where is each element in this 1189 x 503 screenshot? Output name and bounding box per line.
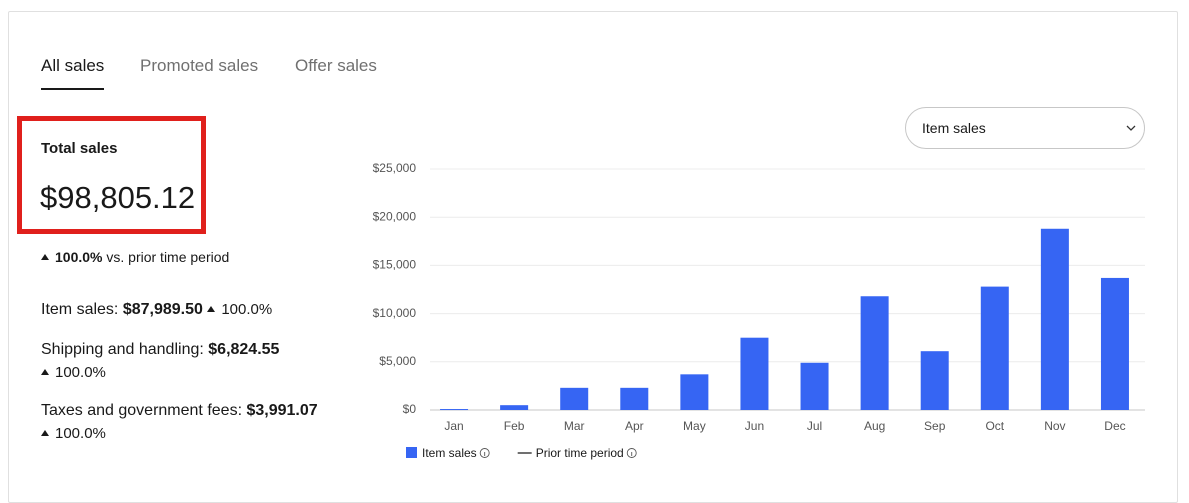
bar [980,286,1009,410]
page: All sales Promoted sales Offer sales Tot… [8,11,1178,503]
x-tick-label: Sep [924,419,946,433]
x-tick-label: May [683,419,706,433]
bar [1100,277,1129,410]
breakdown-label: Taxes and government fees: [41,402,243,419]
legend-label: Prior time period [536,446,624,460]
x-tick-label: Feb [504,419,525,433]
info-icon [479,448,490,458]
x-tick-label: Aug [864,419,885,433]
breakdown-value: $87,989.50 [122,301,203,318]
summary-title: Total sales [41,140,118,157]
breakdown-value: $6,824.55 [208,341,280,358]
bar [920,351,949,410]
y-tick-label: $10,000 [373,306,417,320]
x-tick-label: Jan [444,419,463,433]
tab[interactable]: All sales [41,56,105,75]
bar [560,387,589,410]
dropdown-label: Item sales [922,120,986,136]
change-value: 100.0% [55,249,103,265]
bar [680,374,709,410]
breakdown-row: Item sales: $87,989.50 100.0% [41,301,272,319]
x-tick-label: Jul [807,419,822,433]
x-tick-label: Mar [564,419,585,433]
breakdown-change: 100.0% [55,364,106,381]
tab[interactable]: Promoted sales [140,56,259,75]
bar [1040,228,1069,410]
y-tick-label: $15,000 [373,258,417,272]
x-tick-label: Apr [625,419,644,433]
x-tick-label: Oct [985,419,1004,433]
change-text: vs. prior time period [106,249,230,265]
breakdown-value: $3,991.07 [246,402,318,419]
x-tick-label: Jun [745,419,764,433]
bar [620,387,649,410]
chart: $0 $5,000 $10,000 $15,000 $20,000 $25,000 Jan F… [373,161,1145,460]
y-tick-label: $5,000 [379,354,416,368]
breakdown-change: 100.0% [55,425,106,442]
total-sales: $98,805.12 [40,180,196,215]
breakdown-change-row: 100.0% [41,364,106,381]
tab-underline [41,88,104,90]
y-tick-label: $25,000 [373,161,417,175]
breakdown-change: 100.0% [221,301,273,318]
legend-label: Item sales [422,446,477,460]
info-icon [626,448,637,458]
tab[interactable]: Offer sales [295,56,377,75]
bar [440,409,469,411]
bar [500,405,529,410]
chevron-icon [1126,125,1136,131]
breakdown-row: Taxes and government fees: $3,991.07 [41,402,318,420]
legend-swatch [406,447,417,458]
metric-dropdown[interactable]: Item sales [905,107,1145,149]
breakdown-label: Item sales: [41,301,119,318]
breakdown-row: Shipping and handling: $6,824.55 [41,341,279,359]
y-tick-label: $20,000 [373,209,417,223]
total-change: 100.0% vs. prior time period [41,249,229,265]
x-tick-label: Nov [1044,419,1065,433]
y-tick-label: $0 [403,402,417,416]
breakdown-change-row: 100.0% [41,425,106,442]
breakdown-label: Shipping and handling: [41,341,204,358]
bar [740,337,769,410]
x-tick-label: Dec [1104,419,1125,433]
bar [800,362,829,410]
highlight-box [17,116,206,234]
bar [860,296,889,410]
